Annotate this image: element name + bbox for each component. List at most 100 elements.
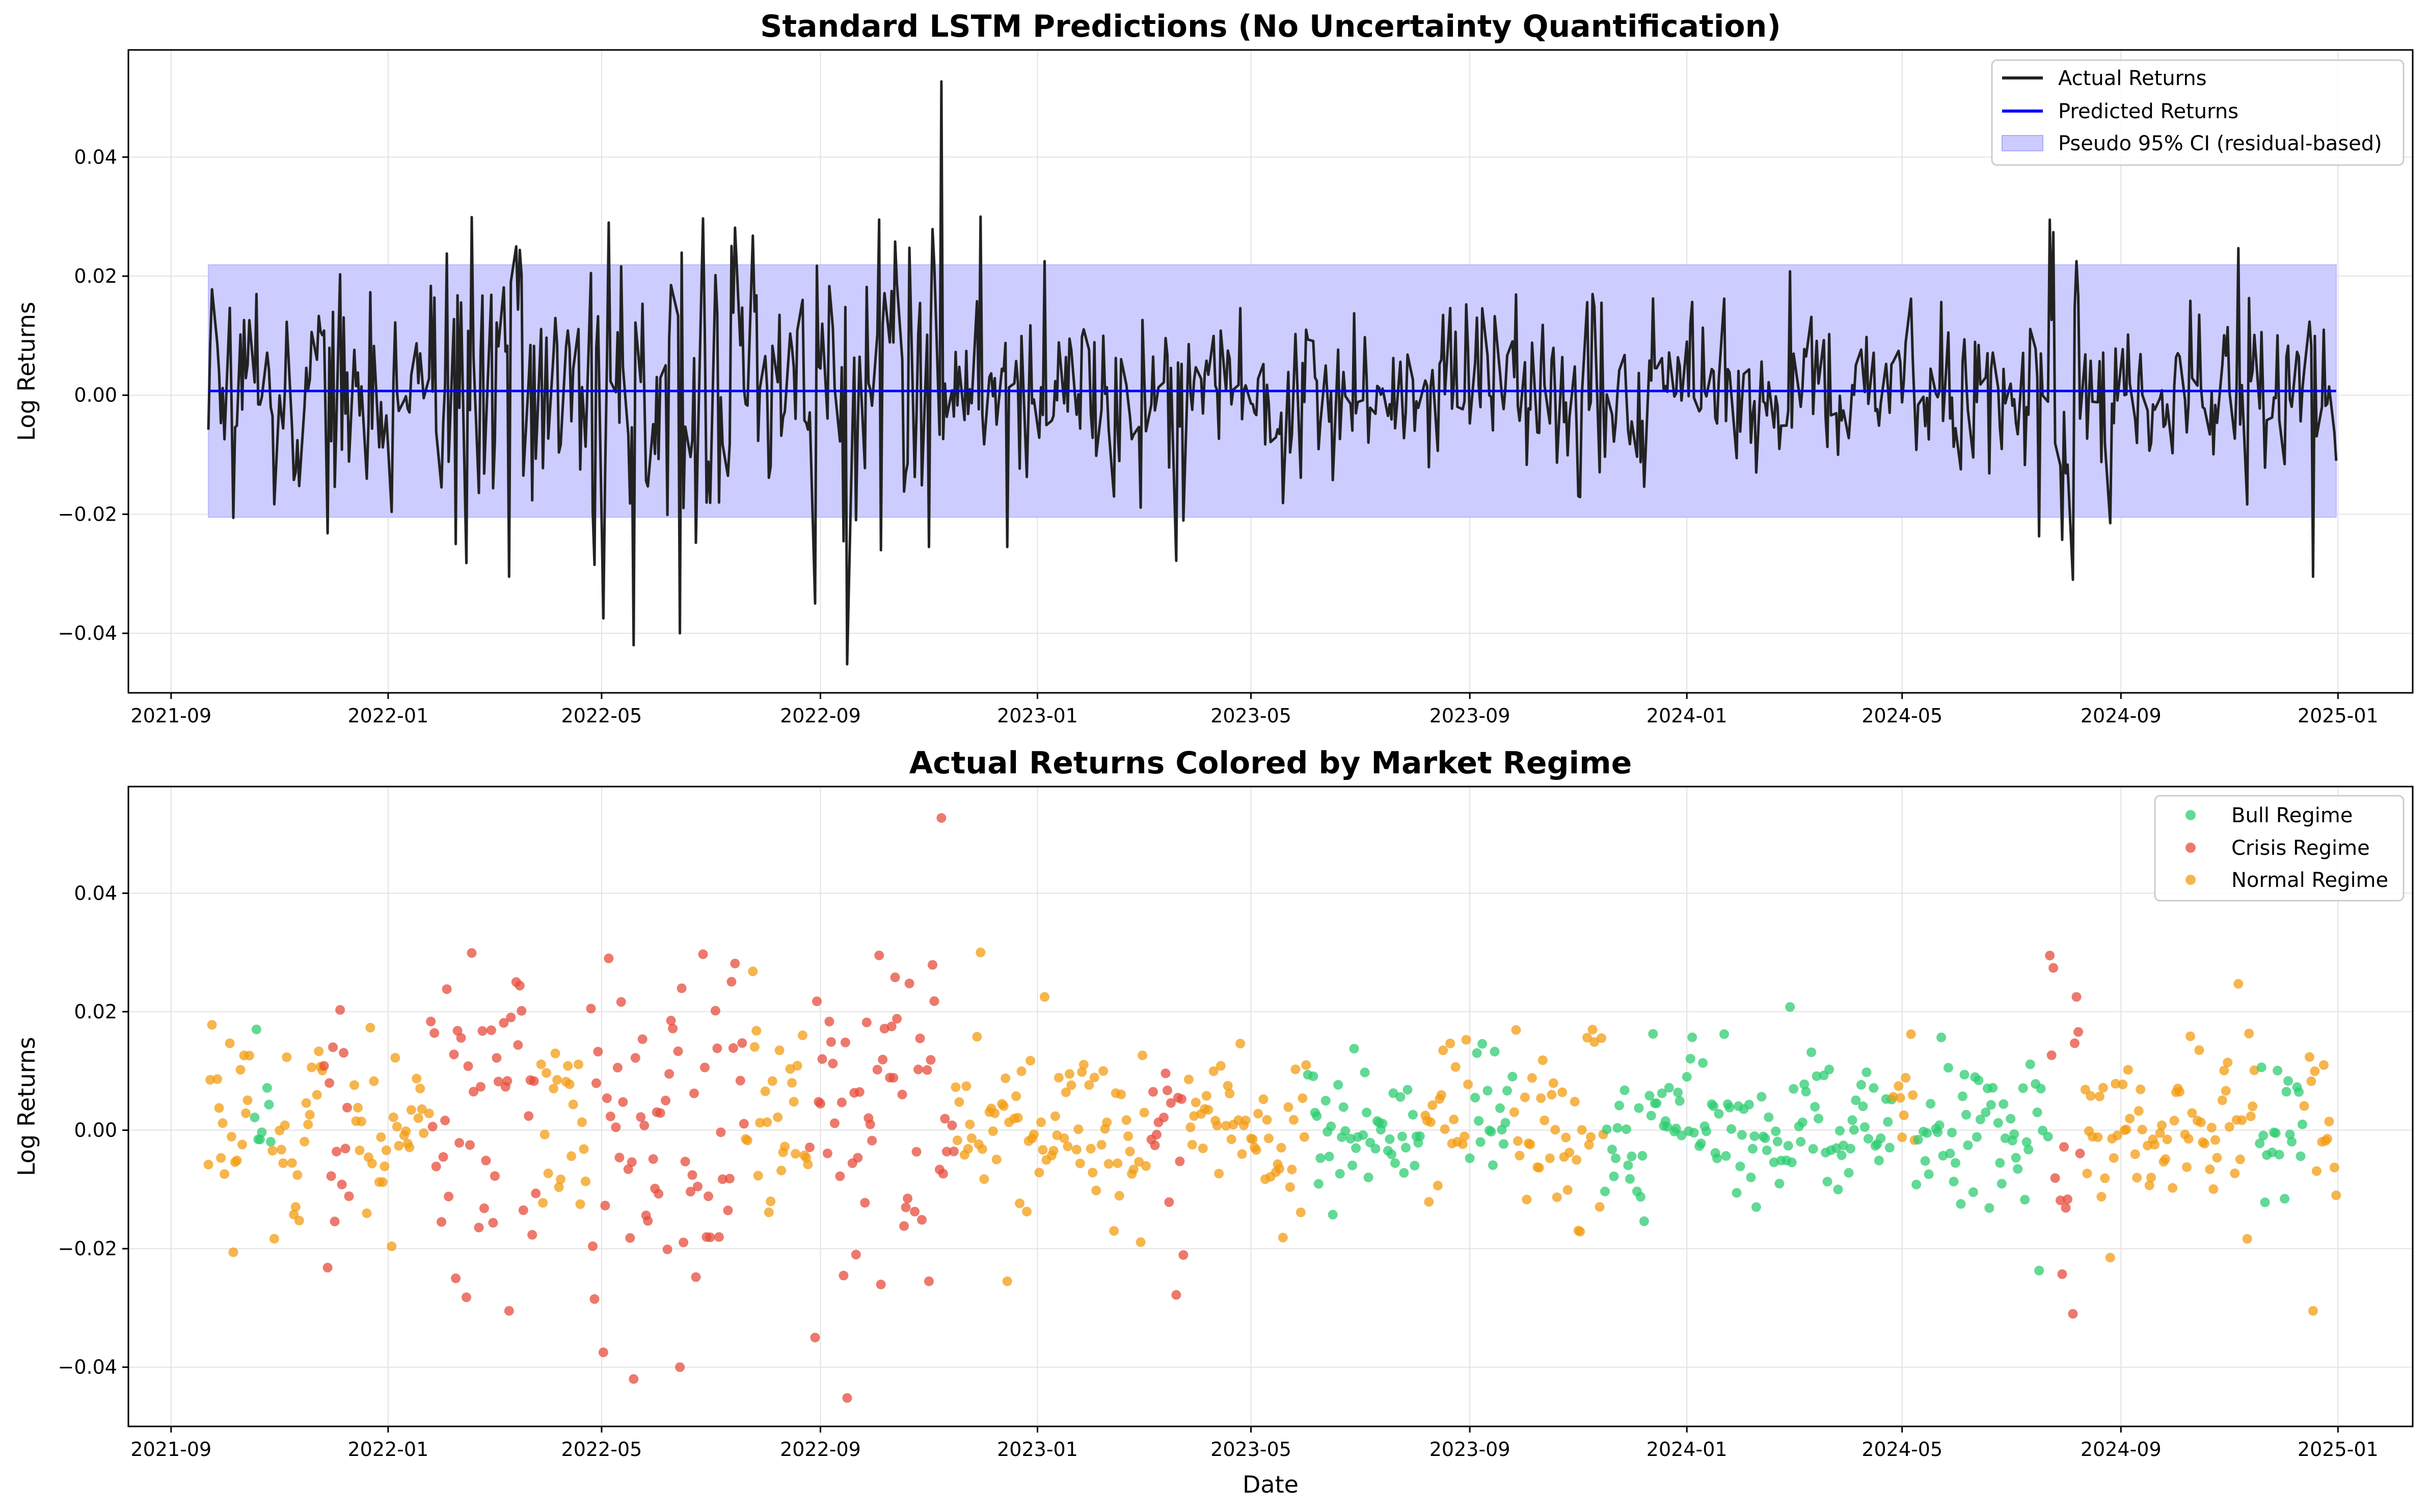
normal-regime-point bbox=[362, 1208, 372, 1219]
top-y-axis-label: Log Returns bbox=[13, 302, 40, 441]
bull-regime-point bbox=[2023, 1145, 2034, 1155]
normal-regime-point bbox=[792, 1061, 802, 1071]
x-tick-label: 2024-01 bbox=[1647, 1438, 1728, 1461]
crisis-regime-point bbox=[728, 1043, 738, 1053]
crisis-regime-point bbox=[867, 1136, 877, 1146]
normal-regime-point bbox=[2308, 1306, 2318, 1316]
normal-regime-point bbox=[290, 1202, 301, 1212]
bull-regime-point bbox=[1387, 1149, 1396, 1159]
crisis-regime-point bbox=[839, 1271, 849, 1281]
normal-regime-point bbox=[415, 1084, 425, 1094]
crisis-regime-point bbox=[812, 996, 822, 1007]
bull-regime-point bbox=[2285, 1129, 2295, 1140]
normal-regime-point bbox=[1570, 1097, 1580, 1106]
normal-regime-point bbox=[2130, 1149, 2140, 1159]
normal-regime-point bbox=[300, 1137, 310, 1147]
normal-regime-point bbox=[2161, 1154, 2171, 1164]
normal-regime-point bbox=[1203, 1105, 1213, 1115]
bull-regime-point bbox=[1402, 1085, 1413, 1095]
normal-regime-point bbox=[1450, 1062, 1461, 1072]
normal-regime-point bbox=[1078, 1060, 1089, 1070]
normal-regime-point bbox=[789, 1097, 799, 1107]
normal-regime-point bbox=[1515, 1150, 1525, 1160]
bull-regime-point bbox=[1945, 1148, 1955, 1158]
normal-regime-point bbox=[1463, 1079, 1473, 1090]
normal-regime-point bbox=[1216, 1061, 1226, 1071]
top-chart-title: Standard LSTM Predictions (No Uncertaint… bbox=[760, 9, 1781, 44]
normal-regime-point bbox=[951, 1082, 961, 1092]
normal-regime-point bbox=[225, 1038, 235, 1048]
crisis-regime-point bbox=[427, 1122, 438, 1131]
crisis-regime-point bbox=[2063, 1194, 2072, 1204]
crisis-regime-point bbox=[1171, 1290, 1181, 1300]
bull-regime-point bbox=[1349, 1044, 1359, 1054]
normal-regime-point bbox=[742, 1136, 752, 1146]
crisis-regime-point bbox=[616, 997, 626, 1007]
bull-regime-point bbox=[1702, 1126, 1712, 1137]
normal-regime-point bbox=[1582, 1033, 1593, 1043]
bull-regime-point bbox=[1639, 1216, 1649, 1226]
crisis-regime-point bbox=[328, 1042, 338, 1052]
normal-regime-point bbox=[748, 966, 758, 977]
normal-regime-point bbox=[1564, 1147, 1575, 1157]
normal-regime-point bbox=[2210, 1135, 2220, 1145]
crisis-regime-point bbox=[861, 1017, 872, 1028]
crisis-regime-point bbox=[1175, 1156, 1185, 1167]
crisis-regime-point bbox=[325, 1078, 335, 1088]
crisis-regime-point bbox=[449, 1049, 459, 1060]
normal-regime-point bbox=[1088, 1168, 1098, 1178]
normal-regime-point bbox=[2187, 1108, 2197, 1118]
bull-regime-point bbox=[1783, 1141, 1793, 1151]
crisis-regime-point bbox=[456, 1033, 466, 1043]
crisis-regime-point bbox=[693, 1181, 703, 1192]
normal-regime-point bbox=[307, 1062, 317, 1072]
crisis-regime-point bbox=[506, 1012, 516, 1022]
normal-regime-point bbox=[2310, 1066, 2320, 1076]
crisis-regime-point bbox=[588, 1241, 598, 1251]
normal-regime-point bbox=[2134, 1106, 2144, 1116]
bull-regime-point bbox=[2011, 1153, 2021, 1163]
normal-regime-point bbox=[764, 1207, 774, 1218]
normal-regime-point bbox=[380, 1162, 390, 1171]
crisis-regime-point bbox=[2048, 963, 2059, 973]
normal-regime-point bbox=[2306, 1076, 2316, 1086]
normal-regime-point bbox=[1520, 1092, 1530, 1102]
crisis-regime-point bbox=[1176, 1094, 1186, 1104]
normal-regime-point bbox=[2109, 1153, 2119, 1163]
normal-regime-point bbox=[988, 1126, 998, 1136]
bull-regime-point bbox=[1635, 1192, 1645, 1202]
crisis-regime-point bbox=[593, 1046, 603, 1057]
normal-regime-point bbox=[2311, 1166, 2322, 1176]
bull-regime-point bbox=[1844, 1168, 1854, 1178]
bull-regime-point bbox=[1796, 1137, 1806, 1147]
bull-regime-point bbox=[2034, 1265, 2044, 1276]
normal-regime-point bbox=[1121, 1115, 1131, 1125]
normal-regime-point bbox=[575, 1199, 585, 1209]
normal-regime-point bbox=[1534, 1163, 1544, 1173]
bull-regime-point bbox=[1851, 1095, 1861, 1105]
normal-regime-point bbox=[2223, 1058, 2233, 1068]
normal-regime-point bbox=[2194, 1045, 2204, 1055]
normal-regime-point bbox=[312, 1090, 322, 1100]
crisis-regime-point bbox=[2057, 1269, 2067, 1279]
bull-regime-point bbox=[1947, 1127, 1957, 1138]
normal-regime-point bbox=[1016, 1066, 1027, 1076]
normal-regime-point bbox=[267, 1146, 278, 1156]
normal-regime-point bbox=[2224, 1122, 2234, 1132]
normal-regime-point bbox=[1125, 1146, 1135, 1156]
crisis-regime-point bbox=[840, 1037, 850, 1047]
crisis-regime-point bbox=[639, 1120, 650, 1130]
crisis-regime-point bbox=[481, 1155, 491, 1166]
crisis-regime-point bbox=[705, 1232, 715, 1243]
crisis-regime-point bbox=[2059, 1142, 2069, 1152]
bull-regime-point bbox=[251, 1024, 261, 1035]
bull-regime-point bbox=[1482, 1086, 1493, 1096]
legend-predicted-label: Predicted Returns bbox=[2058, 100, 2238, 123]
crisis-regime-point bbox=[442, 984, 452, 994]
crisis-regime-point bbox=[589, 1294, 600, 1304]
bull-regime-point bbox=[1360, 1067, 1370, 1077]
bull-regime-point bbox=[1612, 1123, 1623, 1133]
crisis-regime-point bbox=[888, 1073, 899, 1083]
bull-regime-point bbox=[1797, 1117, 1807, 1127]
y-tick-label: 0.04 bbox=[74, 882, 117, 904]
